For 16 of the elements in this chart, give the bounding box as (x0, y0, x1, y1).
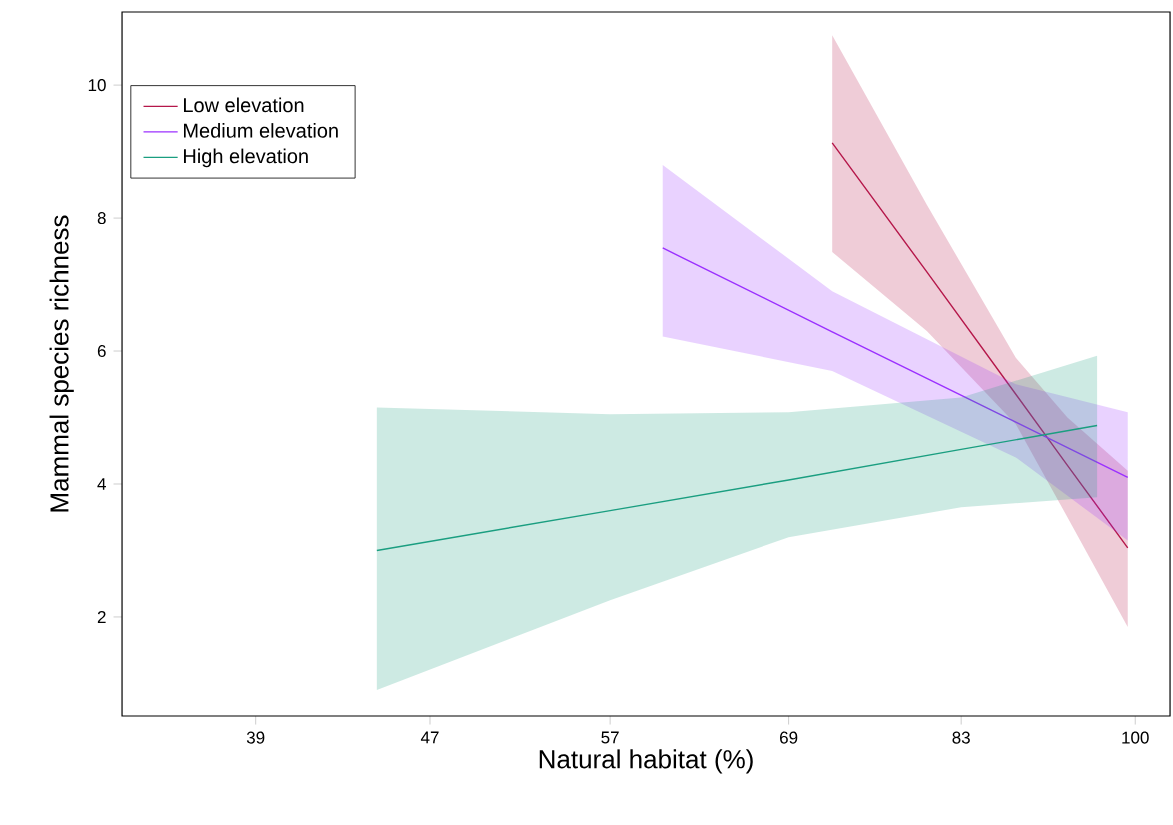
legend-label: Low elevation (184, 97, 304, 113)
x-tick-label: 39 (246, 731, 265, 744)
x-tick-label: 83 (952, 731, 970, 744)
x-tick-label: 47 (420, 731, 439, 744)
legend-label: Medium elevation (184, 123, 338, 138)
y-tick-label: 6 (97, 345, 106, 358)
y-tick-label: 10 (88, 79, 106, 92)
y-axis-title: Mammal species richness (49, 215, 74, 512)
x-tick-label: 57 (601, 731, 619, 744)
y-tick-label: 8 (97, 212, 106, 225)
legend-label: High elevation (184, 148, 308, 168)
x-axis-title: Natural habitat (%) (539, 749, 753, 774)
x-tick-label: 69 (780, 731, 798, 744)
y-tick-label: 4 (97, 478, 106, 490)
y-tick-label: 2 (97, 611, 106, 623)
x-tick-label: 100 (1122, 731, 1149, 744)
